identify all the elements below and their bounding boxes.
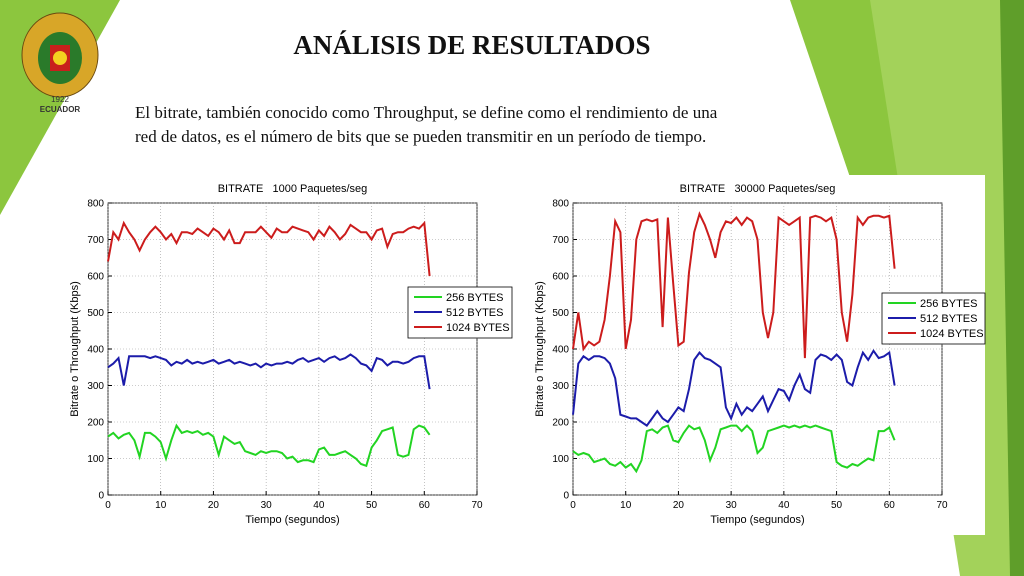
logo-text: ECUADOR [40,105,81,114]
x-tick-label: 30 [726,500,738,511]
paragraph-line: El bitrate, también conocido como Throug… [135,103,718,122]
legend-label: 1024 BYTES [446,322,510,334]
side-stripe [1000,0,1024,576]
paragraph-line: red de datos, es el número de bits que s… [135,127,706,146]
series-line [572,348,896,427]
y-tick-label: 300 [87,381,104,392]
legend-label: 512 BYTES [446,307,503,319]
chart-title: BITRATE 30000 Paquetes/seg [680,183,836,195]
y-tick-label: 400 [552,345,569,356]
y-tick-label: 0 [98,491,104,502]
x-tick-label: 60 [884,500,896,511]
y-tick-label: 500 [87,308,104,319]
x-tick-label: 40 [313,500,325,511]
y-tick-label: 300 [552,381,569,392]
y-axis-label: Bitrate o Throughput (Kbps) [69,281,81,417]
x-tick-label: 50 [366,500,378,511]
legend-label: 1024 BYTES [920,328,984,340]
legend-label: 512 BYTES [920,313,977,325]
y-tick-label: 500 [552,308,569,319]
x-tick-label: 40 [778,500,790,511]
x-tick-label: 30 [261,500,273,511]
slide-title: ANÁLISIS DE RESULTADOS [293,30,650,60]
legend: 256 BYTES 512 BYTES 1024 BYTES [881,292,986,345]
chart-title: BITRATE 1000 Paquetes/seg [218,183,368,195]
y-tick-label: 100 [552,454,569,465]
x-tick-label: 70 [471,500,483,511]
y-tick-label: 200 [87,418,104,429]
y-tick-label: 800 [552,199,569,210]
y-axis-label: Bitrate o Throughput (Kbps) [534,281,546,417]
y-tick-label: 400 [87,345,104,356]
y-tick-label: 100 [87,454,104,465]
chart: 0 100 200 300 400 500 600 700 800 0 10 20 30 40 50 60 70… [530,175,986,535]
series-line [572,424,896,474]
y-tick-label: 700 [552,235,569,246]
legend-label: 256 BYTES [920,298,977,310]
logo: 1922 ECUADOR [21,12,99,114]
x-tick-label: 20 [673,500,685,511]
x-tick-label: 20 [208,500,220,511]
series-line [107,353,431,390]
x-tick-label: 0 [105,500,111,511]
y-tick-label: 600 [87,272,104,283]
y-tick-label: 200 [552,418,569,429]
series-line [107,220,431,277]
x-tick-label: 50 [831,500,843,511]
x-axis-label: Tiempo (segundos) [245,514,339,526]
legend: 256 BYTES 512 BYTES 1024 BYTES [407,286,513,339]
series-line [572,211,896,359]
y-tick-label: 600 [552,272,569,283]
y-tick-label: 0 [563,491,569,502]
x-axis-label: Tiempo (segundos) [710,514,804,526]
legend-label: 256 BYTES [446,292,503,304]
y-tick-label: 800 [87,199,104,210]
x-tick-label: 0 [570,500,576,511]
x-tick-label: 60 [419,500,431,511]
x-tick-label: 70 [936,500,948,511]
x-tick-label: 10 [620,500,632,511]
y-tick-label: 700 [87,235,104,246]
series-line [107,423,431,468]
logo-year: 1922 [51,95,69,104]
chart: 0 100 200 300 400 500 600 700 800 0 10 20 30 40 50 60 70… [65,175,513,535]
x-tick-label: 10 [155,500,167,511]
